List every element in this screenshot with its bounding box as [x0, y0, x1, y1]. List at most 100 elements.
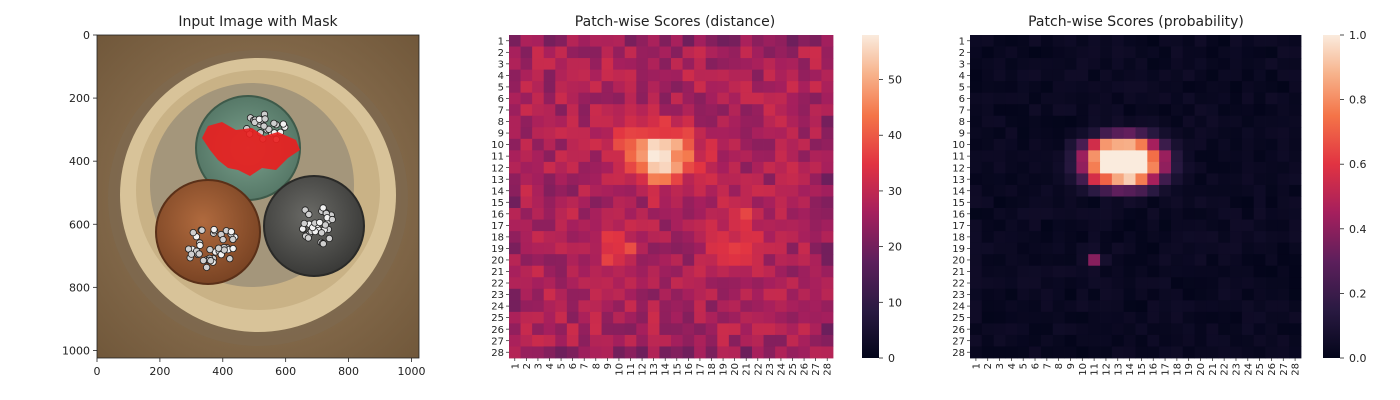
heatmap-cell: [636, 300, 649, 313]
heatmap-cell: [1135, 81, 1148, 94]
heatmap-cell: [694, 288, 707, 301]
heatmap-cell: [1241, 92, 1255, 105]
heatmap-cell: [993, 208, 1006, 220]
heatmap-cell: [717, 196, 730, 209]
heatmap-cell: [1241, 81, 1255, 94]
heatmap-cell: [694, 69, 707, 82]
heatmap-cell: [1100, 184, 1113, 197]
heatmap-cell: [520, 69, 533, 82]
heatmap-cell: [1123, 173, 1136, 186]
heatmap-cell: [786, 173, 799, 186]
heatmap-cell: [1241, 58, 1255, 71]
heatmap-cell: [1253, 288, 1266, 301]
heatmap-xtick-label: 25: [788, 363, 799, 376]
heatmap-cell: [532, 300, 545, 313]
heatmap-cell: [981, 254, 995, 267]
heatmap-cell: [636, 231, 649, 244]
heatmap-cell: [740, 334, 753, 347]
heatmap-cell: [1159, 115, 1172, 128]
heatmap-cell: [798, 127, 811, 140]
heatmap-xtick-label: 14: [1125, 363, 1136, 376]
heatmap-cell: [566, 58, 579, 71]
heatmap-cell: [809, 127, 822, 140]
heatmap-cell: [1289, 346, 1302, 359]
heatmap-cell: [970, 69, 983, 82]
heatmap-cell: [775, 173, 788, 186]
heatmap-ytick-label: 16: [952, 209, 965, 220]
heatmap-cell: [1111, 242, 1125, 255]
heatmap-cell: [532, 92, 545, 105]
heatmap-cell: [1064, 127, 1077, 140]
heatmap-xtick-label: 7: [580, 363, 591, 369]
heatmap-cell: [728, 265, 741, 278]
heatmap-cell: [671, 184, 683, 197]
heatmap-xtick-label: 17: [1161, 363, 1172, 376]
heatmap-cell: [1111, 219, 1125, 232]
heatmap-cell: [1064, 265, 1077, 278]
heatmap-cell: [1289, 196, 1302, 209]
heatmap-cell: [1017, 277, 1030, 290]
heatmap-cell: [1194, 161, 1207, 174]
heatmap-cell: [1076, 127, 1089, 140]
heatmap-cell: [1170, 196, 1184, 209]
heatmap-cell: [728, 138, 741, 151]
heatmap-cell: [624, 242, 637, 255]
heatmap-cell: [717, 127, 730, 140]
heatmap-cell: [520, 311, 533, 324]
heatmap-cell: [1076, 311, 1089, 324]
heatmap-xtick-label: 10: [1078, 363, 1089, 376]
heatmap-cell: [1029, 58, 1042, 71]
heatmap-cell: [821, 196, 834, 209]
heatmap-cell: [509, 150, 521, 163]
heatmap-cell: [1182, 300, 1196, 313]
heatmap-cell: [717, 277, 730, 290]
heatmap-cell: [1064, 150, 1077, 163]
heatmap-cell: [509, 46, 521, 59]
heatmap-cell: [1206, 231, 1219, 244]
heatmap-cell: [1088, 58, 1101, 71]
heatmap-cell: [981, 219, 995, 232]
heatmap-cell: [532, 35, 545, 47]
heatmap-cell: [728, 277, 741, 290]
heatmap-cell: [1170, 81, 1184, 94]
heatmap-cell: [566, 346, 579, 359]
heatmap-cell: [1206, 300, 1219, 313]
heatmap-xtick-label: 2: [983, 363, 994, 369]
heatmap-xtick-label: 3: [995, 363, 1006, 369]
heatmap-cell: [671, 346, 683, 359]
heatmap-cell: [1265, 184, 1278, 197]
heatmap-cell: [1218, 288, 1231, 301]
heatmap-cell: [1182, 196, 1196, 209]
heatmap-cell: [1277, 184, 1290, 197]
heatmap-cell: [543, 346, 556, 359]
heatmap-cell: [717, 242, 730, 255]
heatmap-cell: [993, 323, 1006, 336]
heatmap-cell: [1147, 231, 1160, 244]
heatmap-cell: [1206, 138, 1219, 151]
colorbar-tick-label: 1.0: [1349, 29, 1367, 42]
heatmap-cell: [636, 242, 649, 255]
heatmap-cell: [555, 127, 568, 140]
heatmap-cell: [671, 69, 683, 82]
heatmap-cell: [1218, 334, 1231, 347]
heatmap-cell: [647, 92, 660, 105]
heatmap-ytick-label: 10: [952, 140, 965, 151]
heatmap-cell: [763, 196, 776, 209]
heatmap-cell: [543, 184, 556, 197]
heatmap-cell: [1040, 184, 1054, 197]
wire-strand: [300, 219, 308, 228]
heatmap-cell: [671, 196, 683, 209]
heatmap-cell: [1194, 277, 1207, 290]
heatmap-cell: [809, 231, 822, 244]
heatmap-cell: [1159, 288, 1172, 301]
heatmap-cell: [590, 208, 602, 220]
heatmap-cell: [659, 277, 672, 290]
heatmap-cell: [590, 69, 602, 82]
heatmap-cell: [1029, 219, 1042, 232]
wire-strand: [210, 225, 218, 234]
heatmap-cell: [1135, 277, 1148, 290]
defect-mask: [202, 122, 300, 176]
panel3-title: Patch-wise Scores (probability): [1028, 14, 1244, 30]
heatmap-cell: [717, 254, 730, 267]
heatmap-cell: [613, 115, 626, 128]
